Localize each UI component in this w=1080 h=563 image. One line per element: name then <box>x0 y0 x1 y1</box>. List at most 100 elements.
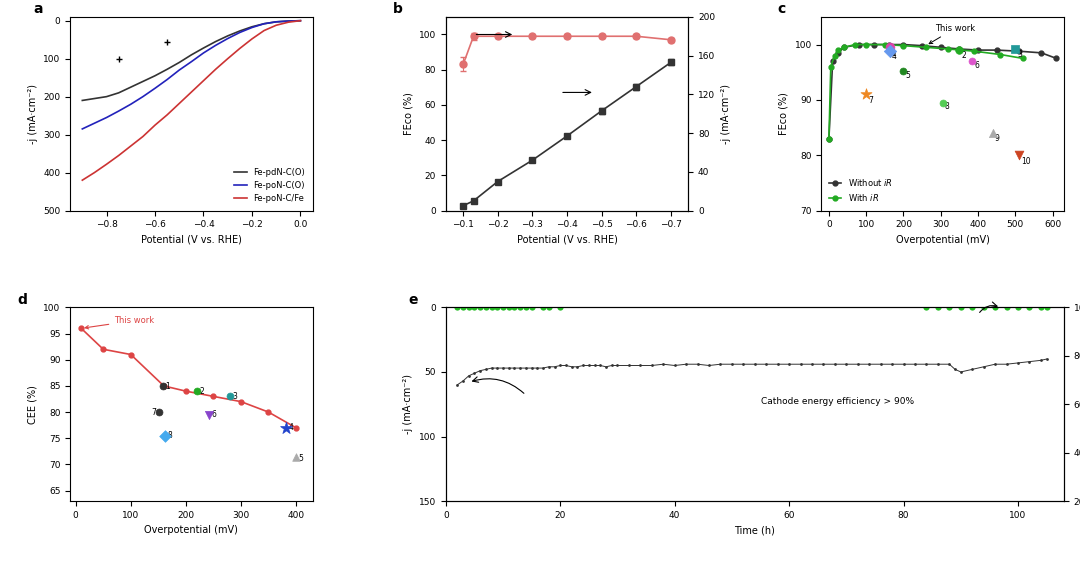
Text: This work: This work <box>85 316 154 329</box>
With $iR$ <box>968 48 981 55</box>
With $iR$ <box>828 52 841 59</box>
Fe-pdN-C(O) <box>185 51 198 58</box>
Text: e: e <box>408 293 418 306</box>
With $iR$ <box>860 41 873 48</box>
Fe-poN-C(O) <box>100 114 113 121</box>
Fe-poN-C(O) <box>87 120 100 127</box>
Text: c: c <box>778 2 786 16</box>
With $iR$ <box>878 41 891 48</box>
Fe-poN-C(O) <box>136 93 149 100</box>
Fe-poN-C(O) <box>149 85 162 92</box>
Line: With $iR$: With $iR$ <box>826 42 1025 141</box>
With $iR$ <box>1016 55 1029 62</box>
Fe-poN-C(O) <box>124 101 137 108</box>
Text: 9: 9 <box>995 135 1000 144</box>
Text: 5: 5 <box>299 454 303 463</box>
Text: 6: 6 <box>974 61 980 70</box>
Text: This work: This work <box>929 24 975 44</box>
Fe-pdN-C(O) <box>282 17 295 24</box>
Point <box>154 381 172 390</box>
Fe-poN-C(O) <box>173 66 186 73</box>
Fe-pdN-C(O) <box>136 78 149 85</box>
Point <box>895 66 913 75</box>
Y-axis label: CEE (%): CEE (%) <box>28 385 38 424</box>
Fe-poN-C(O) <box>185 59 198 65</box>
Text: 5: 5 <box>905 71 910 80</box>
Fe-poN-C(O) <box>112 108 125 114</box>
Legend: Fe-pdN-C(O), Fe-poN-C(O), Fe-poN-C/Fe: Fe-pdN-C(O), Fe-poN-C(O), Fe-poN-C/Fe <box>231 164 309 207</box>
X-axis label: Time (h): Time (h) <box>734 525 775 535</box>
Point <box>858 90 875 99</box>
Point <box>287 452 305 461</box>
Fe-poN-C(O) <box>258 20 271 27</box>
Fe-poN-C/Fe <box>173 100 186 107</box>
Text: 1: 1 <box>165 382 171 391</box>
Without $iR$ <box>972 47 985 53</box>
Point <box>934 98 951 107</box>
Fe-poN-C/Fe <box>294 17 307 24</box>
Fe-poN-C/Fe <box>282 19 295 25</box>
With $iR$ <box>832 47 845 53</box>
Point <box>157 431 174 440</box>
Point <box>201 410 218 419</box>
Fe-poN-C(O) <box>76 126 89 132</box>
Without $iR$ <box>1013 48 1026 55</box>
Fe-poN-C/Fe <box>76 177 89 184</box>
Fe-pdN-C(O) <box>294 17 307 24</box>
Without $iR$ <box>837 44 850 51</box>
Line: Without $iR$: Without $iR$ <box>826 42 1058 141</box>
Fe-pdN-C(O) <box>245 24 258 30</box>
Point <box>151 408 168 417</box>
Line: Fe-poN-C(O): Fe-poN-C(O) <box>82 21 300 129</box>
Without $iR$ <box>867 41 880 48</box>
Text: 2: 2 <box>961 51 966 60</box>
With $iR$ <box>849 41 862 48</box>
Point <box>950 46 968 55</box>
Text: 6: 6 <box>212 410 217 419</box>
Fe-poN-C(O) <box>210 42 222 49</box>
Without $iR$ <box>826 58 839 65</box>
With $iR$ <box>897 42 910 49</box>
Fe-pdN-C(O) <box>161 66 174 73</box>
Without $iR$ <box>832 50 845 56</box>
Fe-poN-C/Fe <box>112 152 125 159</box>
With $iR$ <box>837 44 850 51</box>
Line: Fe-poN-C/Fe: Fe-poN-C/Fe <box>82 21 300 180</box>
Text: 7: 7 <box>868 96 873 105</box>
Point <box>881 43 899 52</box>
Fe-pdN-C(O) <box>210 38 222 45</box>
Fe-pdN-C(O) <box>221 33 234 39</box>
Point <box>984 128 1001 137</box>
Fe-pdN-C(O) <box>124 84 137 91</box>
Fe-pdN-C(O) <box>258 20 271 27</box>
Without $iR$ <box>823 135 836 142</box>
Y-axis label: -j (mA·cm⁻²): -j (mA·cm⁻²) <box>28 84 38 144</box>
Fe-poN-C(O) <box>161 76 174 83</box>
X-axis label: Potential (V vs. RHE): Potential (V vs. RHE) <box>140 235 242 245</box>
Without $iR$ <box>934 44 947 51</box>
Fe-poN-C/Fe <box>245 35 258 42</box>
Fe-poN-C(O) <box>233 29 246 36</box>
Fe-poN-C/Fe <box>161 111 174 118</box>
Fe-pdN-C(O) <box>197 44 210 51</box>
Point <box>881 47 899 56</box>
Fe-pdN-C(O) <box>112 90 125 96</box>
With $iR$ <box>919 44 932 51</box>
Point <box>1007 44 1024 53</box>
Text: 4: 4 <box>288 423 294 432</box>
Point <box>221 392 239 401</box>
Fe-poN-C/Fe <box>258 27 271 34</box>
With $iR$ <box>942 46 955 52</box>
Fe-poN-C(O) <box>221 35 234 42</box>
Text: 3: 3 <box>232 392 238 401</box>
Text: 2: 2 <box>200 387 204 396</box>
Fe-poN-C/Fe <box>270 22 283 29</box>
Without $iR$ <box>852 41 865 48</box>
Fe-pdN-C(O) <box>87 95 100 102</box>
Fe-poN-C(O) <box>270 19 283 25</box>
Point <box>963 57 981 66</box>
X-axis label: Overpotential (mV): Overpotential (mV) <box>895 235 989 245</box>
With $iR$ <box>994 51 1007 58</box>
Text: Cathode energy efficiency > 90%: Cathode energy efficiency > 90% <box>760 397 914 406</box>
Fe-pdN-C(O) <box>149 73 162 79</box>
